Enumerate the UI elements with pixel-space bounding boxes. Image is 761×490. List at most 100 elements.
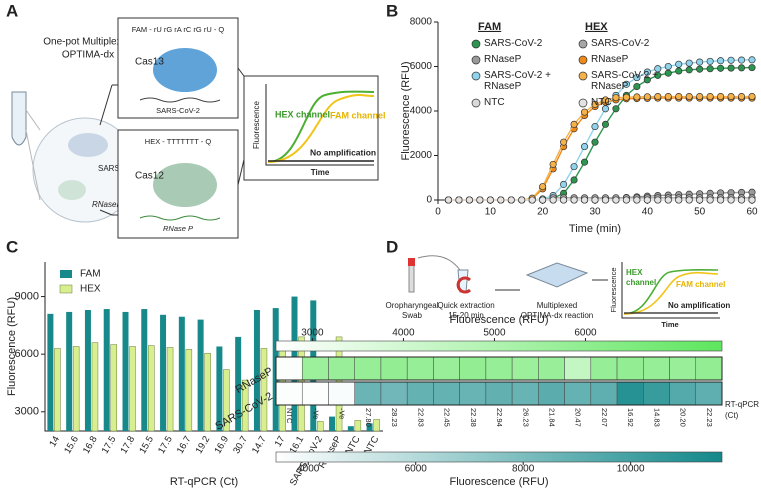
arrow <box>112 84 118 216</box>
legend-label-box: NTC <box>484 97 505 108</box>
heatmap-cell <box>669 356 697 381</box>
row-frame <box>275 381 723 406</box>
point <box>570 120 578 128</box>
legend-marker <box>578 39 588 49</box>
heatmap-cell <box>643 381 670 406</box>
colorbar-tick-label: 8000 <box>512 464 535 475</box>
legend-label: NTC <box>591 97 612 108</box>
point <box>622 80 630 88</box>
heatmap-cell <box>380 356 408 381</box>
colorbar <box>275 451 723 463</box>
x-tick-label: 17.5 <box>100 434 119 456</box>
legend-label: FAM <box>80 269 101 280</box>
bar <box>166 347 174 432</box>
point <box>706 92 714 101</box>
bar <box>54 348 61 432</box>
diagram-title: One-pot Multiplexed <box>43 37 133 48</box>
column-label: -Ve <box>311 408 320 419</box>
point <box>717 64 725 72</box>
point <box>643 196 651 204</box>
heatmap-cell <box>354 356 382 381</box>
legend-title: FAM <box>478 21 501 33</box>
column-label: 22.45 <box>443 408 452 427</box>
point <box>727 56 735 64</box>
step-label: Oropharyngeal <box>386 301 439 310</box>
legend-marker <box>578 55 588 65</box>
point <box>706 57 714 65</box>
point <box>612 105 620 113</box>
y-tick-label: 2000 <box>410 150 433 161</box>
bar <box>141 309 148 431</box>
point <box>549 160 557 168</box>
curve <box>623 269 719 315</box>
dna <box>139 215 221 221</box>
colorbar-tick-label: 4000 <box>392 328 415 339</box>
x-tick-label: 17 <box>273 434 288 449</box>
heatmap-cell <box>695 356 723 381</box>
heatmap-cell <box>564 381 592 406</box>
panel-label: B <box>386 1 398 20</box>
colorbar-tick-label: 4000 <box>297 464 320 475</box>
plot-xlabel: Time <box>311 168 330 177</box>
icon <box>58 180 86 200</box>
colorbar-tick-label: 6000 <box>574 328 597 339</box>
x-tick-label: 15.5 <box>137 434 156 456</box>
point <box>643 68 651 76</box>
x-axis-label: RT-qPCR (Ct) <box>725 400 760 420</box>
point <box>612 94 620 102</box>
point <box>717 196 725 204</box>
y-tick-label: 3000 <box>15 406 39 418</box>
panel-label: A <box>6 1 18 20</box>
magnet <box>456 276 472 294</box>
diagram-d: Oropharyngeal Swab Quick extraction 15-2… <box>386 255 730 329</box>
bar <box>103 309 110 431</box>
point <box>685 196 693 204</box>
point <box>601 196 610 204</box>
point <box>685 66 693 74</box>
point <box>444 196 453 204</box>
icon <box>68 133 108 157</box>
point <box>465 196 473 204</box>
point <box>622 93 630 101</box>
point <box>539 196 547 204</box>
point <box>507 196 515 204</box>
plot-axes <box>265 84 374 166</box>
point <box>727 64 735 72</box>
point <box>643 93 651 101</box>
legend-label-box: RNaseP <box>484 54 521 65</box>
point <box>737 196 746 204</box>
cas13-icon <box>153 48 217 92</box>
legend-label: SARS-CoV-2 <box>591 38 650 49</box>
point <box>664 196 672 204</box>
heatmap-cell <box>511 381 539 406</box>
x-tick-label: 40 <box>642 207 654 218</box>
column-label: 22.94 <box>495 408 504 427</box>
target-label: RNaseP <box>92 200 122 209</box>
colorbar-tick-label: 5000 <box>483 328 506 339</box>
heatmap-cell <box>328 356 355 381</box>
column-label: 22.23 <box>705 408 714 427</box>
bar <box>241 379 249 432</box>
point <box>601 96 610 104</box>
legend-label-box: RNaseP <box>591 54 628 65</box>
x-tick-label: 20 <box>537 207 549 218</box>
bar <box>253 310 260 431</box>
colorbar-tick-label: 3000 <box>301 328 324 339</box>
heatmap-cell <box>459 381 487 406</box>
x-tick-label: 50 <box>694 207 706 218</box>
point <box>654 196 662 204</box>
legend-label-box: SARS-CoV-2 + RNaseP <box>484 70 551 92</box>
x-tick-label: 16.8 <box>81 434 100 456</box>
bar <box>204 352 211 432</box>
column-label: -Ve <box>338 408 347 419</box>
x-axis-label-box: RT-qPCR (Ct) <box>725 400 760 420</box>
heatmap-cell <box>564 356 592 381</box>
channel-label: HEX <box>626 268 643 277</box>
legend-label: SARS-CoV-2 + RNaseP <box>484 70 551 92</box>
point <box>696 196 704 204</box>
column-label: 22.83 <box>416 408 425 427</box>
connector <box>25 109 41 201</box>
point <box>570 163 578 171</box>
channel-label: channel <box>626 278 656 287</box>
bar <box>84 310 91 431</box>
